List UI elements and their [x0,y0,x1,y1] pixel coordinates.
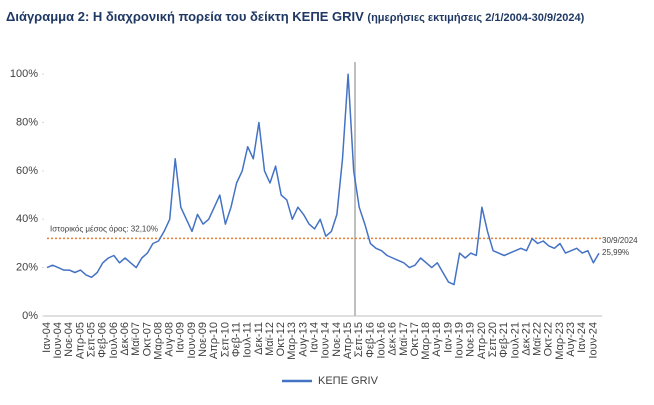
x-tick-label: Νοε-09 [197,322,209,357]
x-tick-label: Μαρ-13 [286,322,298,360]
x-tick-label: Ιουν-19 [454,322,466,359]
x-tick-label: Φεβ-16 [364,322,376,358]
x-tick-label: Οκτ-22 [543,322,555,356]
mean-label: Ιστορικός μέσος όρος: 32,10% [50,224,158,233]
x-tick-label: Ιουλ-11 [242,322,254,358]
x-tick-label: Μαρ-08 [152,322,164,360]
x-tick-label: Αυγ-13 [297,322,309,357]
x-tick-label: Σεπ-05 [86,322,98,357]
x-tick-label: Οκτ-12 [275,322,287,356]
x-tick-label: Σεπ-20 [487,322,499,357]
x-tick-label: Ιαν-24 [576,322,588,353]
x-tick-label: Ιουν-14 [320,322,332,359]
subtitle: (ημερήσιες εκτιμήσεις 2/1/2004-30/9/2024… [367,12,584,24]
series-line [46,73,600,286]
x-tick-label: Απρ-05 [74,322,86,359]
x-tick-label: Ιουλ-06 [108,322,120,359]
y-tick-label: 100% [10,68,38,80]
x-tick-label: Απρ-20 [476,322,488,359]
end-date: 30/9/2024 [602,236,638,245]
x-tick-label: Απρ-15 [342,322,354,359]
y-tick-label: 0% [22,310,38,322]
y-tick-label: 40% [16,213,38,225]
x-tick-label: Ιουν-04 [52,322,64,359]
legend-label: ΚΕΠΕ GRIV [318,375,379,387]
x-tick-label: Αυγ-23 [565,322,577,357]
x-tick-label: Οκτ-07 [141,322,153,356]
end-value: 25,99% [602,248,629,257]
x-tick-label: Σεπ-15 [353,322,365,357]
x-tick-label: Νοε-14 [331,322,343,357]
x-tick-label: Ιουλ-16 [375,322,387,359]
x-tick-label: Οκτ-17 [409,322,421,356]
x-tick-label: Φεβ-06 [97,322,109,358]
x-tick-label: Δεκ-16 [387,322,399,356]
x-tick-label: Αυγ-18 [431,322,443,357]
x-tick-label: Ιουν-09 [186,322,198,359]
x-tick-label: Νοε-19 [465,322,477,357]
x-tick-label: Ιαν-09 [175,322,187,353]
x-tick-label: Μαϊ-22 [532,322,544,356]
x-tick-label: Μαρ-18 [420,322,432,360]
x-tick-label: Σεπ-10 [219,322,231,357]
x-tick-label: Ιαν-14 [309,322,321,353]
x-tick-label: Νοε-04 [63,322,75,357]
title: Διάγραμμα 2: Η διαχρονική πορεία του δεί… [6,9,364,24]
y-tick-label: 60% [16,165,38,177]
x-tick-label: Φεβ-21 [498,322,510,358]
y-tick-label: 20% [16,262,38,274]
x-tick-label: Μαϊ-07 [130,322,142,356]
x-tick-label: Μαϊ-12 [264,322,276,356]
x-tick-label: Ιουν-24 [587,322,599,359]
x-tick-label: Αυγ-08 [164,322,176,357]
x-tick-label: Δεκ-21 [520,322,532,356]
x-tick-label: Μαρ-23 [554,322,566,360]
x-tick-label: Φεβ-11 [230,322,242,357]
x-tick-label: Ιαν-19 [442,322,454,353]
x-tick-label: Μαϊ-17 [398,322,410,356]
x-tick-label: Ιουλ-21 [509,322,521,359]
x-tick-label: Δεκ-06 [119,322,131,356]
y-tick-label: 80% [16,116,38,128]
x-tick-label: Δεκ-11 [253,322,265,355]
x-tick-label: Απρ-10 [208,322,220,359]
chart-title: Διάγραμμα 2: Η διαχρονική πορεία του δεί… [6,9,585,24]
x-tick-label: Ιαν-04 [41,322,53,353]
